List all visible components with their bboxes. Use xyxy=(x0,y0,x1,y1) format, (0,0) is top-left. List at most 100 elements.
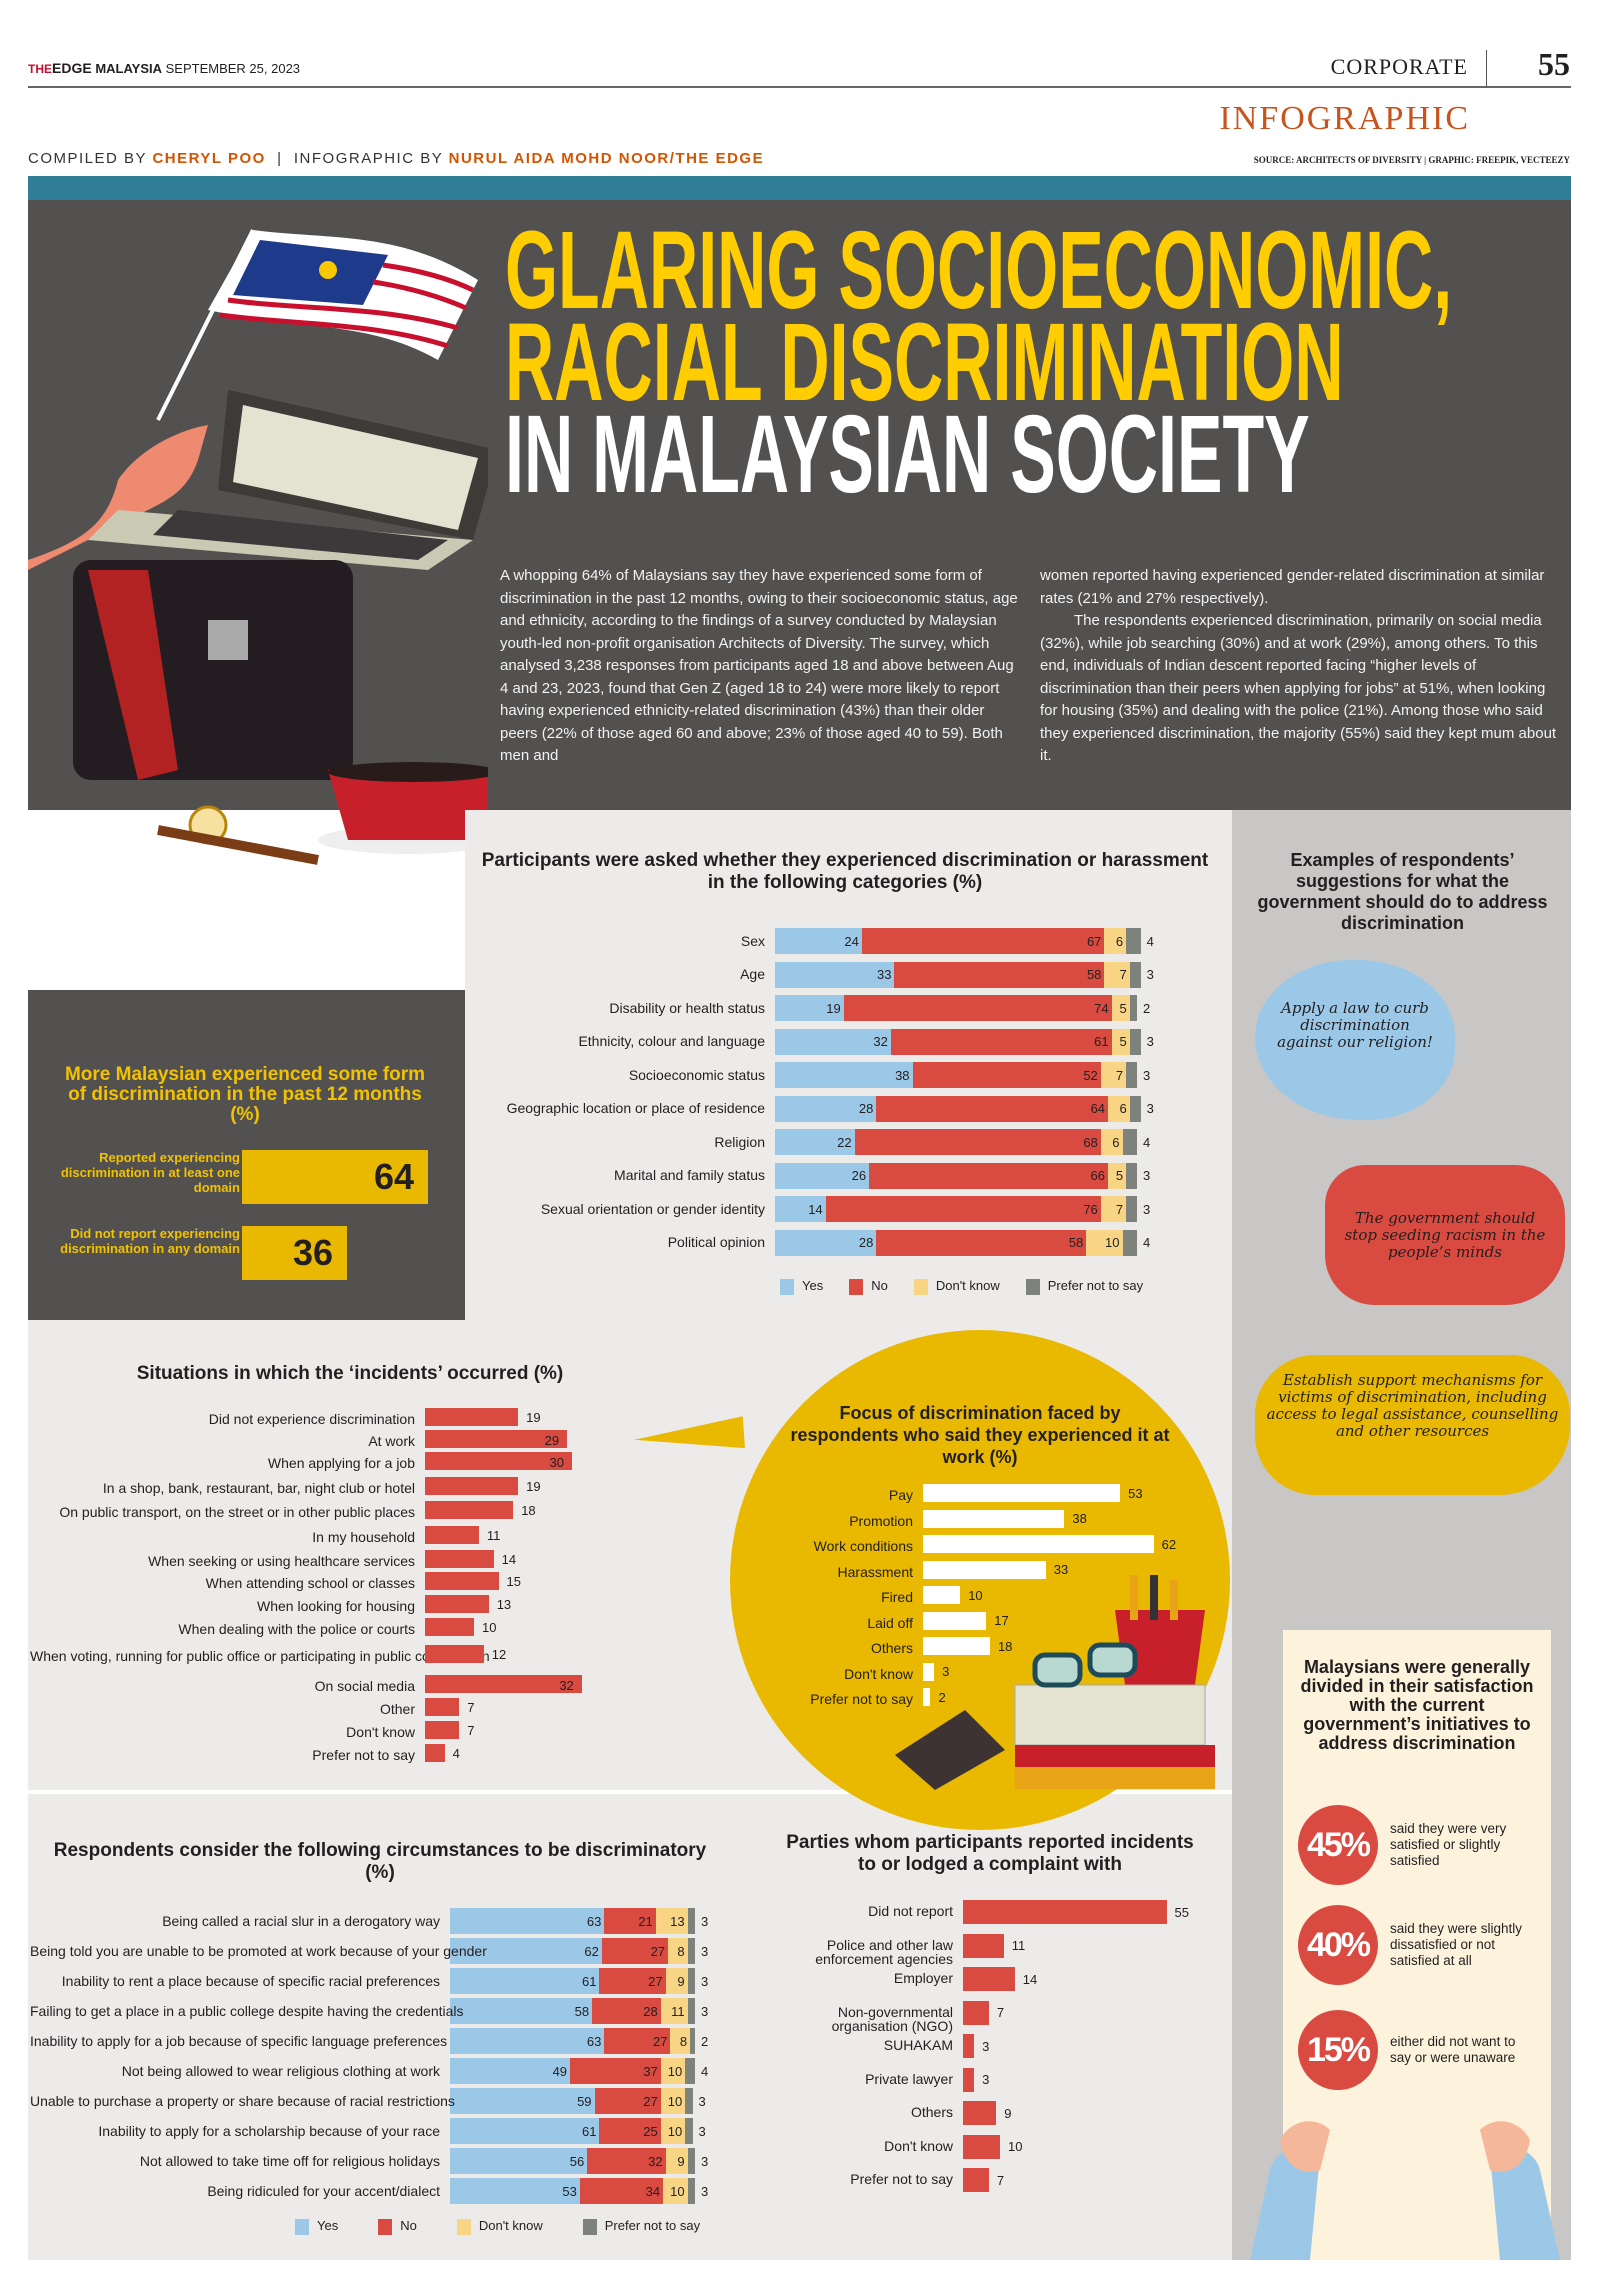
satisfaction-item: 40% said they were slightly dissatisfied… xyxy=(1298,1905,1530,1985)
divider xyxy=(28,86,1571,88)
chart-row: 7 xyxy=(963,2000,1004,2025)
circumstances-stacked-bar-chart: Being called a racial slur in a derogato… xyxy=(30,1908,730,2208)
bar-segment-no: 64 xyxy=(876,1095,1109,1122)
category-label: When applying for a job xyxy=(267,1455,415,1471)
category-label: When attending school or classes xyxy=(205,1575,415,1591)
bar-segment-yes: 38 xyxy=(775,1062,913,1088)
bar xyxy=(963,1933,1004,1958)
chart-row: 4 xyxy=(425,1744,460,1762)
parties-chart-title: Parties whom participants reported incid… xyxy=(786,1832,1194,1875)
bar-segment-pn xyxy=(1129,1095,1141,1122)
chart-row: 10 xyxy=(923,1586,983,1604)
bar-segment-no: 74 xyxy=(843,995,1112,1021)
chart-row: 32 xyxy=(425,1675,582,1693)
category-label: Prefer not to say xyxy=(850,2171,953,2187)
brand-edge: EDGE xyxy=(52,60,92,76)
bar-value: 38 xyxy=(1072,1511,1087,1526)
paper-stack-icon xyxy=(1014,1684,1215,1789)
bar: 32 xyxy=(425,1675,582,1693)
bar-segment-pn xyxy=(685,2058,695,2084)
circumstances-chart-legend: Yes No Don't know Prefer not to say xyxy=(295,2218,700,2235)
bar-segment-dk: 10 xyxy=(660,2118,686,2144)
category-label: Promotion xyxy=(849,1512,913,1529)
bar-value: 3 xyxy=(1146,1101,1154,1116)
bar xyxy=(923,1637,990,1655)
bar-value: 12 xyxy=(491,1646,507,1662)
experienced-label-yes: Reported experiencing discrimination in … xyxy=(60,1150,240,1195)
satisfaction-item: 45% said they were very satisfied or sli… xyxy=(1298,1805,1530,1885)
category-label: Not allowed to take time off for religio… xyxy=(139,2152,440,2169)
legend-no: No xyxy=(849,1278,888,1295)
bar xyxy=(425,1526,479,1544)
bar-segment-yes: 56 xyxy=(450,2148,588,2174)
chart-row: 2 xyxy=(923,1688,946,1706)
bar-segment-yes: 63 xyxy=(450,2028,605,2054)
watch-icon xyxy=(157,805,319,865)
category-label: Employer xyxy=(893,1970,953,1986)
bar-segment-no: 76 xyxy=(825,1196,1101,1222)
bar xyxy=(425,1595,489,1613)
category-label: Don't know xyxy=(884,2137,953,2154)
bar-segment-dk: 10 xyxy=(663,2178,688,2204)
category-label: Political opinion xyxy=(667,1234,765,1250)
bar-value: 14 xyxy=(1022,1971,1038,1987)
satisfaction-title: Malaysians were generally divided in the… xyxy=(1300,1657,1534,1753)
pencil-cup-icon xyxy=(1115,1575,1205,1685)
category-label: Don't know xyxy=(346,1724,415,1740)
headline-line-3: IN MALAYSIAN SOCIETY xyxy=(505,393,1310,516)
bar-value: 32 xyxy=(559,1678,574,1693)
bar-value: 3 xyxy=(1146,1034,1154,1049)
chart-row: 18 xyxy=(425,1501,536,1519)
masthead-brand: THEEDGE MALAYSIA SEPTEMBER 25, 2023 xyxy=(28,60,300,76)
bar-segment-pn xyxy=(687,1968,695,1994)
category-label: SUHAKAM xyxy=(883,2037,953,2053)
categories-chart-title: Participants were asked whether they exp… xyxy=(481,850,1209,893)
category-label: Inability to apply for a job because of … xyxy=(30,2032,448,2049)
category-label: Pay xyxy=(888,1487,913,1503)
bar-segment-no: 27 xyxy=(601,1938,669,1964)
chart-row: 33 xyxy=(923,1560,1068,1579)
category-label: Being told you are unable to be promoted… xyxy=(30,1942,487,1959)
bar-value: 3 xyxy=(700,2183,709,2199)
bar-segment-pn xyxy=(687,1998,695,2024)
chart-row: Disability or health status 19 74 5 2 xyxy=(609,995,1151,1021)
bar-value: 19 xyxy=(526,1478,541,1494)
chart-row: 3 xyxy=(923,1662,950,1681)
category-label: Sexual orientation or gender identity xyxy=(540,1200,765,1217)
chart-row: Unable to purchase a property or share b… xyxy=(30,2088,706,2114)
brand-country: MALAYSIA xyxy=(95,61,163,76)
category-label: Did not report xyxy=(868,1903,953,1919)
bar-segment-pn xyxy=(687,2178,695,2204)
incidents-bar-chart: Did not experience discrimination 19 At wo… xyxy=(30,1408,710,1778)
chart-row: Inability to apply for a job because of … xyxy=(30,2028,708,2054)
bar-value: 29 xyxy=(544,1433,560,1448)
bar-segment-no: 58 xyxy=(876,1229,1087,1256)
bar xyxy=(923,1560,1046,1579)
office-supplies-illustration xyxy=(895,1575,1215,1790)
bar-value: 2 xyxy=(1142,1000,1151,1016)
calculator-icon xyxy=(895,1710,1005,1790)
category-label: On public transport, on the street or in… xyxy=(59,1504,415,1520)
chart-row: 3 xyxy=(963,2067,989,2092)
bar: 30 xyxy=(425,1452,572,1470)
chart-row: Inability to apply for a scholarship bec… xyxy=(98,2118,706,2144)
category-label: Fired xyxy=(881,1589,913,1605)
legend-no: No xyxy=(378,2218,417,2235)
bar-segment-dk: 9 xyxy=(665,1968,688,1994)
bar-value: 4 xyxy=(700,2063,709,2079)
bar-segment-no: 21 xyxy=(604,1908,656,1934)
chart-row: Not allowed to take time off for religio… xyxy=(140,2148,708,2174)
bar-value: 3 xyxy=(942,1664,950,1679)
bar-value: 3 xyxy=(700,2003,709,2019)
bar xyxy=(923,1484,1121,1502)
bar-segment-no: 27 xyxy=(599,1968,666,1994)
experienced-value-yes: 64 xyxy=(242,1150,428,1204)
bar-segment-pn xyxy=(685,2088,693,2114)
bar-value: 7 xyxy=(467,1722,475,1738)
bar-value: 3 xyxy=(700,1943,709,1959)
bar xyxy=(963,2000,989,2025)
bar-segment-pn xyxy=(1129,995,1137,1021)
bar-segment-yes: 61 xyxy=(450,1968,600,1994)
bar xyxy=(425,1744,445,1762)
chart-row: 10 xyxy=(963,2134,1022,2159)
